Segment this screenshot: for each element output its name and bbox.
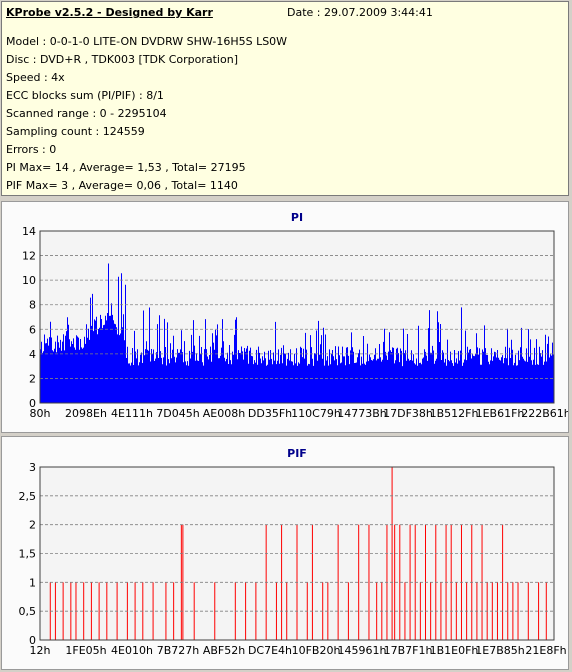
x-tick-label: 17B7F1h xyxy=(384,644,433,657)
errors-line: Errors : 0 xyxy=(6,143,57,156)
y-tick-label: 8 xyxy=(29,299,36,312)
x-tick-label: 10FB20h xyxy=(292,644,341,657)
y-tick-label: 1,5 xyxy=(19,548,37,561)
y-tick-label: 0,5 xyxy=(19,605,37,618)
chart-title: PI xyxy=(291,211,303,224)
pi-chart-panel: PI 0 2 4 6 8 10 12 14 80h 2098Eh 4E111h 7D045h AE008h… xyxy=(1,201,571,433)
y-tick-label: 6 xyxy=(29,323,36,336)
y-tick-label: 14 xyxy=(22,225,36,238)
x-tick-label: 4E111h xyxy=(111,407,153,420)
x-tick-label: 21E8Fh xyxy=(525,644,566,657)
y-tick-label: 1 xyxy=(29,576,36,589)
plot-frame xyxy=(39,466,555,641)
x-tick-label: 1E7B85h xyxy=(475,644,524,657)
scan-date: Date : 29.07.2009 3:44:41 xyxy=(287,6,433,19)
x-tick-label: 145961h xyxy=(338,644,387,657)
ecc-sum-line: ECC blocks sum (PI/PIF) : 8/1 xyxy=(6,89,164,102)
y-tick-label: 2 xyxy=(29,519,36,532)
y-tick-label: 3 xyxy=(29,461,36,474)
plot-frame xyxy=(39,230,555,404)
pif-chart-panel: PIF 0 0,5 1 1,5 2 2,5 3 12h 1FE05h 4E010h 7B727h ABF… xyxy=(1,436,569,670)
x-tick-label: 12h xyxy=(30,644,51,657)
x-tick-label: DD35Fh xyxy=(248,407,292,420)
sampling-count-line: Sampling count : 124559 xyxy=(6,125,145,138)
y-tick-label: 0 xyxy=(29,397,36,410)
chart-title: PIF xyxy=(287,447,307,460)
pi-summary-line: PI Max= 14 , Average= 1,53 , Total= 2719… xyxy=(6,161,246,174)
app-title: KProbe v2.5.2 - Designed by Karr xyxy=(6,6,213,19)
x-tick-label: 7B727h xyxy=(157,644,200,657)
x-tick-label: 7D045h xyxy=(156,407,199,420)
info-panel: KProbe v2.5.2 - Designed by Karr Date : … xyxy=(1,1,569,196)
disc-line: Disc : DVD+R , TDK003 [TDK Corporation] xyxy=(6,53,238,66)
y-tick-label: 0 xyxy=(29,634,36,647)
x-tick-label: 1B512Fh xyxy=(430,407,479,420)
x-tick-label: 1FE05h xyxy=(65,644,106,657)
pif-summary-line: PIF Max= 3 , Average= 0,06 , Total= 1140 xyxy=(6,179,238,192)
x-tick-label: 80h xyxy=(30,407,51,420)
x-tick-label: 110C79h xyxy=(291,407,341,420)
y-tick-label: 4 xyxy=(29,348,36,361)
x-tick-label: 14773Bh xyxy=(337,407,387,420)
y-tick-label: 10 xyxy=(22,274,36,287)
x-tick-label: 2098Eh xyxy=(65,407,107,420)
speed-line: Speed : 4x xyxy=(6,71,65,84)
model-line: Model : 0-0-1-0 LITE-ON DVDRW SHW-16H5S … xyxy=(6,35,288,48)
y-tick-label: 2 xyxy=(29,372,36,385)
scanned-range-line: Scanned range : 0 - 2295104 xyxy=(6,107,167,120)
pi-chart: PI 0 2 4 6 8 10 12 14 80h 2098Eh 4E111h 7D045h AE008h… xyxy=(22,211,571,420)
x-tick-label: 222B61h xyxy=(521,407,568,420)
x-tick-label: ABF52h xyxy=(203,644,245,657)
x-tick-label: AE008h xyxy=(203,407,245,420)
y-tick-label: 12 xyxy=(22,250,36,263)
x-tick-label: 1EB61Fh xyxy=(476,407,525,420)
x-tick-label: 4E010h xyxy=(111,644,153,657)
x-tick-label: DC7E4h xyxy=(248,644,292,657)
x-tick-label: 1B1E0Fh xyxy=(430,644,479,657)
pif-chart: PIF 0 0,5 1 1,5 2 2,5 3 12h 1FE05h 4E010h 7B727h ABF… xyxy=(19,447,567,657)
x-tick-label: 17DF38h xyxy=(383,407,433,420)
y-tick-label: 2,5 xyxy=(19,490,37,503)
